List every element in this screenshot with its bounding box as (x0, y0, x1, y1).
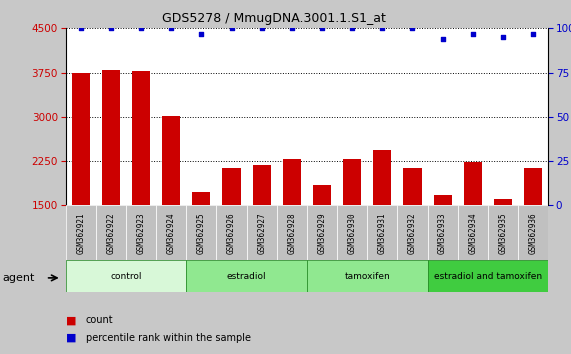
Bar (433, 195, 452, 205)
Bar (494, 199, 512, 205)
Text: GSM362927: GSM362927 (257, 212, 266, 253)
Text: GSM362923: GSM362923 (136, 212, 146, 253)
Bar (458, 205, 488, 260)
Point (378, 25, 387, 31)
Point (468, 31, 477, 36)
Point (106, 25, 115, 31)
Text: GSM362928: GSM362928 (287, 212, 296, 253)
Point (408, 25, 417, 31)
Text: estradiol and tamoxifen: estradiol and tamoxifen (434, 272, 542, 281)
Text: estradiol: estradiol (227, 272, 267, 281)
Bar (96, 205, 126, 260)
Text: tamoxifen: tamoxifen (344, 272, 390, 281)
Bar (186, 260, 307, 292)
Bar (192, 192, 210, 205)
Bar (307, 205, 337, 260)
Bar (66, 260, 186, 292)
Bar (367, 205, 397, 260)
Bar (397, 205, 428, 260)
Point (529, 31, 538, 36)
Point (257, 25, 266, 31)
Bar (373, 150, 391, 205)
Point (498, 34, 508, 40)
Bar (518, 205, 548, 260)
Bar (403, 167, 421, 205)
Bar (216, 205, 247, 260)
Text: GSM362926: GSM362926 (227, 212, 236, 253)
Bar (307, 260, 428, 292)
Text: GSM362936: GSM362936 (529, 212, 537, 253)
Text: ■: ■ (66, 333, 76, 343)
Text: GSM362921: GSM362921 (77, 212, 85, 253)
Text: GSM362931: GSM362931 (378, 212, 387, 253)
Text: GSM362924: GSM362924 (167, 212, 176, 253)
Bar (72, 73, 90, 205)
Bar (464, 162, 482, 205)
Bar (277, 205, 307, 260)
Text: GSM362922: GSM362922 (106, 212, 115, 253)
Bar (252, 165, 271, 205)
Bar (283, 159, 301, 205)
Text: GSM362932: GSM362932 (408, 212, 417, 253)
Bar (156, 205, 186, 260)
Point (348, 25, 357, 31)
Text: count: count (86, 315, 113, 325)
Bar (337, 205, 367, 260)
Point (167, 25, 176, 31)
Bar (223, 168, 240, 205)
Bar (428, 260, 548, 292)
Point (227, 25, 236, 31)
Text: control: control (110, 272, 142, 281)
Text: GSM362934: GSM362934 (468, 212, 477, 253)
Bar (488, 205, 518, 260)
Point (317, 25, 327, 31)
Bar (132, 71, 150, 205)
Bar (162, 116, 180, 205)
Bar (428, 205, 458, 260)
Text: GDS5278 / MmugDNA.3001.1.S1_at: GDS5278 / MmugDNA.3001.1.S1_at (162, 12, 386, 25)
Point (76, 25, 85, 31)
Point (287, 25, 296, 31)
Bar (66, 205, 96, 260)
Point (438, 36, 447, 42)
Text: ■: ■ (66, 315, 76, 325)
Text: GSM362933: GSM362933 (438, 212, 447, 253)
Text: GSM362925: GSM362925 (197, 212, 206, 253)
Text: percentile rank within the sample: percentile rank within the sample (86, 333, 251, 343)
Text: GSM362935: GSM362935 (498, 212, 508, 253)
Bar (343, 159, 361, 205)
Point (136, 25, 146, 31)
Bar (186, 205, 216, 260)
Text: GSM362930: GSM362930 (348, 212, 357, 253)
Bar (247, 205, 277, 260)
Text: GSM362929: GSM362929 (317, 212, 327, 253)
Point (197, 31, 206, 36)
Text: agent: agent (3, 273, 35, 283)
Bar (313, 185, 331, 205)
Bar (126, 205, 156, 260)
Bar (524, 168, 542, 205)
Bar (102, 70, 120, 205)
